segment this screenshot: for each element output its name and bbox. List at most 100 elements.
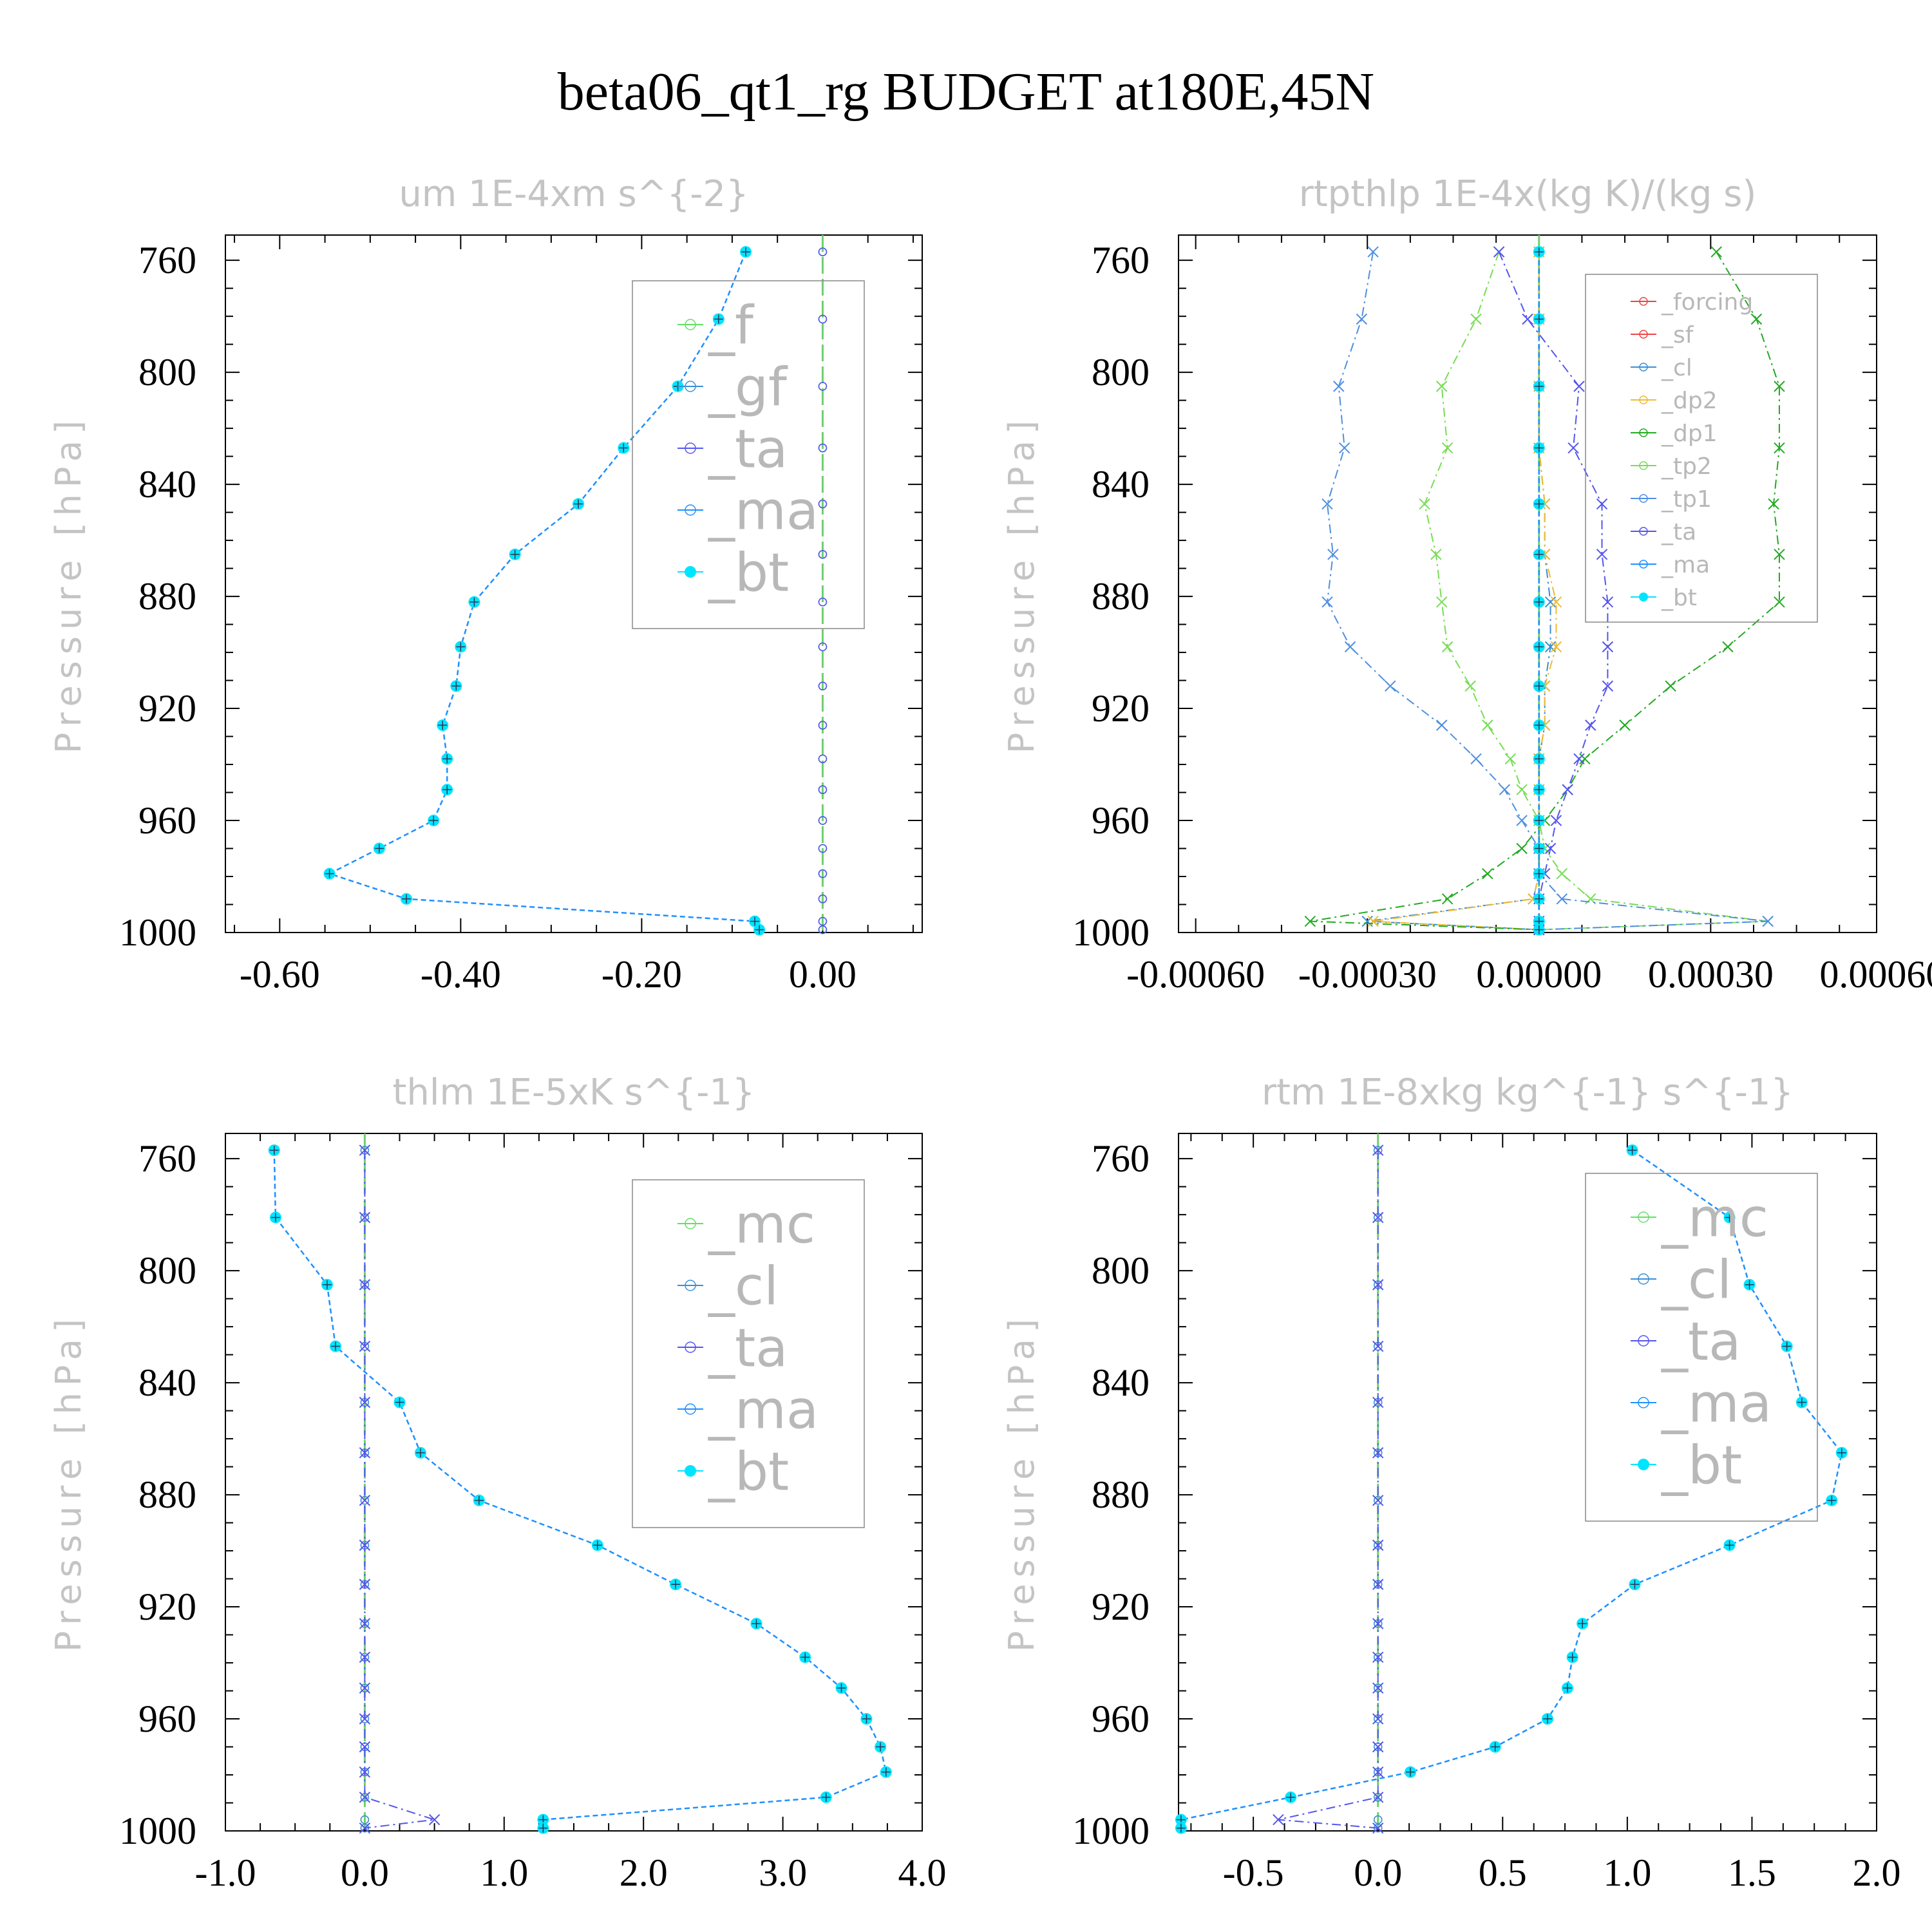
point_ta <box>1602 641 1614 653</box>
point_ta <box>359 1396 371 1408</box>
point_tp2 <box>1504 753 1517 765</box>
x-tick-label: -0.20 <box>601 953 682 996</box>
y-axis-label: Pressure [hPa] <box>48 1312 89 1652</box>
panel-title: um 1E-4xm s^{-2} <box>399 173 748 215</box>
point_ta <box>818 598 828 607</box>
panel-title: thlm 1E-5xK s^{-1} <box>392 1072 755 1113</box>
point_ta <box>1372 1651 1384 1663</box>
y-tick-label: 960 <box>138 799 196 842</box>
legend-marker <box>1638 1397 1649 1408</box>
legend-marker <box>685 1403 696 1415</box>
y-tick-label: 920 <box>1092 687 1150 730</box>
point_dp2 <box>1550 596 1562 608</box>
legend-label: _gf <box>708 357 788 419</box>
legend-marker <box>1639 395 1648 404</box>
point_bt-cross <box>330 1341 340 1351</box>
point_ta <box>818 314 828 324</box>
legend-marker <box>1638 1459 1649 1470</box>
legend-box <box>1585 1173 1818 1522</box>
point_bt-cross <box>1534 681 1544 691</box>
point_tp1 <box>1321 596 1333 608</box>
y-tick-label: 800 <box>138 1249 196 1292</box>
point_bt-cross <box>752 1619 761 1629</box>
point_ta <box>359 1495 371 1506</box>
point_tp1 <box>1327 549 1339 560</box>
y-tick-label: 880 <box>1092 575 1150 618</box>
legend-label: _cl <box>708 1256 779 1318</box>
y-axis-label: Pressure [hPa] <box>1001 414 1042 753</box>
point_bt-cross <box>800 1653 810 1662</box>
point_bt-cross <box>429 816 439 826</box>
legend-label: _bt <box>708 543 789 604</box>
point_ta <box>359 1741 371 1753</box>
y-tick-label: 840 <box>1092 463 1150 506</box>
y-tick-label: 840 <box>138 463 196 506</box>
legend-marker <box>685 1465 696 1477</box>
legend-marker <box>685 1280 696 1291</box>
series-line_ta <box>1498 251 1609 930</box>
point_tp2 <box>1419 498 1430 510</box>
point_tp1 <box>1436 719 1448 731</box>
y-tick-label: 960 <box>138 1698 196 1740</box>
point_ta <box>818 681 828 691</box>
point_ta <box>1596 549 1608 560</box>
point_bt-cross <box>270 1213 280 1222</box>
point_tp2 <box>1436 596 1448 608</box>
x-tick-label: -0.60 <box>240 953 320 996</box>
point_cl <box>1373 1815 1383 1824</box>
point_ta <box>1550 815 1562 826</box>
point_tp2 <box>1470 313 1482 325</box>
point_bt-cross <box>881 1767 891 1777</box>
y-tick-label: 880 <box>138 1473 196 1516</box>
point_ta <box>1567 442 1579 454</box>
point_dp2 <box>1550 641 1562 653</box>
point_tp2 <box>1441 641 1454 653</box>
point_ta <box>359 1618 371 1629</box>
point_ta <box>818 844 828 853</box>
point_ta <box>1372 1211 1384 1224</box>
point_ta <box>818 925 828 934</box>
legend-label: _ma <box>1661 552 1710 578</box>
point_bt-cross <box>1745 1280 1754 1289</box>
point_bt-cross <box>837 1683 846 1693</box>
series-line_ma <box>1180 1150 1843 1828</box>
legend-marker <box>1639 330 1648 339</box>
legend-label: _mc <box>1661 1188 1768 1249</box>
point_dp1 <box>1768 498 1779 510</box>
point_bt-cross <box>619 443 629 453</box>
point_ta <box>818 550 828 559</box>
point_bt-cross <box>1534 549 1544 559</box>
point_bt-cross <box>1725 1213 1734 1222</box>
x-tick-label: -0.00060 <box>1126 953 1265 996</box>
point_bt-cross <box>510 549 520 559</box>
point_bt-cross <box>1534 314 1544 324</box>
point_tp1 <box>1356 313 1368 325</box>
point_bt-cross <box>1542 1714 1552 1724</box>
x-tick-label: 2.0 <box>620 1852 668 1894</box>
legend-label: _bt <box>1661 585 1697 611</box>
legend-box <box>632 280 865 629</box>
y-tick-label: 760 <box>138 239 196 281</box>
point_bt-cross <box>456 642 466 652</box>
point_dp1 <box>1722 641 1734 653</box>
legend-label: _ta <box>708 419 788 480</box>
point_bt-cross <box>1534 869 1544 878</box>
legend-label: _cl <box>1661 1250 1732 1311</box>
point_bt-cross <box>1534 642 1544 652</box>
point_bt-cross <box>402 894 412 904</box>
series-line_ta <box>1278 1150 1379 1829</box>
point_cl <box>1373 1496 1383 1505</box>
x-tick-label: 0.00030 <box>1648 953 1774 996</box>
x-tick-label: 0.0 <box>1354 1852 1402 1894</box>
point_bt-cross <box>821 1792 831 1802</box>
point_ta <box>1372 1340 1384 1352</box>
legend-marker <box>1639 494 1648 503</box>
point_bt-cross <box>442 785 452 795</box>
point_ta <box>1585 719 1596 731</box>
point_tp1 <box>1333 381 1345 392</box>
point_ta <box>359 1578 371 1590</box>
point_tp1 <box>1556 893 1568 905</box>
y-tick-label: 920 <box>138 1586 196 1628</box>
point_ta <box>1273 1814 1284 1826</box>
series-line_ma <box>273 1150 887 1828</box>
